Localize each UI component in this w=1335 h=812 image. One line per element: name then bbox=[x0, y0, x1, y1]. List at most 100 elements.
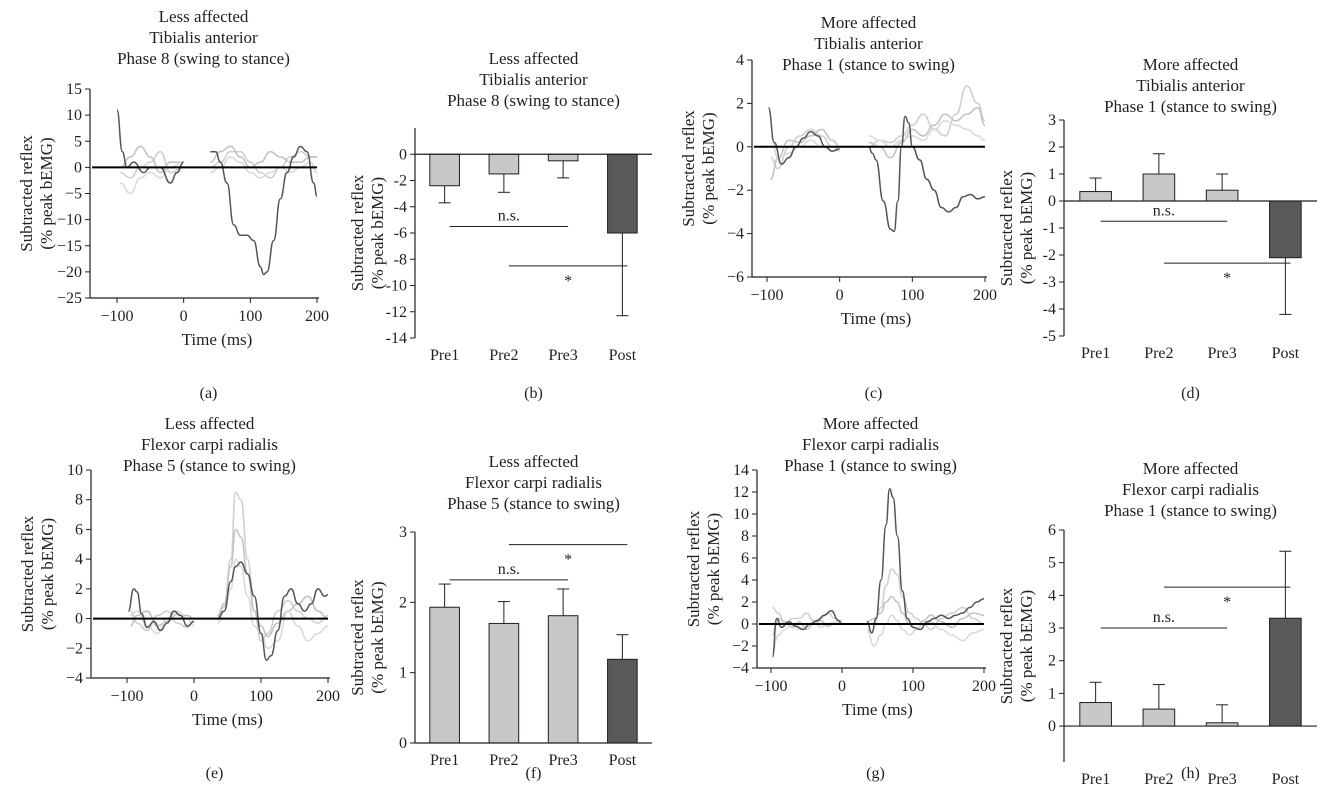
y-tick-label: -12 bbox=[386, 304, 407, 321]
x-tick-label: 100 bbox=[238, 308, 262, 325]
chart-title-line: Less affected bbox=[165, 414, 255, 433]
y-tick-label: 10 bbox=[733, 506, 749, 523]
x-tick-label: 0 bbox=[190, 688, 198, 705]
x-axis-label: Time (ms) bbox=[192, 710, 263, 729]
y-tick-label: 3 bbox=[1048, 620, 1056, 637]
bar-Pre2 bbox=[488, 622, 520, 744]
significance-label: n.s. bbox=[1153, 609, 1175, 626]
panel-caption: (b) bbox=[524, 385, 543, 402]
y-axis-label: Subtracted reflex bbox=[18, 515, 37, 632]
x-tick-label: Pre3 bbox=[1207, 345, 1236, 362]
y-tick-label: -4 bbox=[394, 199, 407, 216]
chart-title-line: Tibialis anterior bbox=[1136, 76, 1245, 95]
y-tick-label: 2 bbox=[1048, 653, 1056, 670]
y-tick-label: -3 bbox=[1043, 274, 1056, 291]
series-line-0 bbox=[217, 491, 329, 642]
chart-title-line: Tibialis anterior bbox=[479, 70, 588, 89]
panel-caption: (c) bbox=[865, 385, 883, 402]
bar-Post bbox=[1269, 617, 1302, 727]
series-line-0 bbox=[120, 150, 184, 179]
y-tick-label: 0 bbox=[75, 611, 83, 628]
chart-panel-b: Less affected Tibialis anterior Phase 8 (s… bbox=[348, 49, 652, 402]
y-axis-label: (% peak bEMG) bbox=[704, 513, 723, 625]
x-tick-label: Pre3 bbox=[548, 347, 577, 364]
y-tick-label: 10 bbox=[67, 462, 83, 479]
series-line-3 bbox=[866, 487, 985, 634]
y-tick-label: −4 bbox=[732, 660, 749, 677]
y-tick-label: −15 bbox=[57, 238, 82, 255]
y-tick-label: −4 bbox=[66, 670, 83, 687]
x-axis-label: Time (ms) bbox=[841, 309, 912, 328]
y-tick-label: 1 bbox=[399, 665, 407, 682]
y-tick-label: −5 bbox=[65, 186, 82, 203]
chart-title-line: Tibialis anterior bbox=[814, 34, 923, 53]
bar-Pre1 bbox=[429, 606, 460, 744]
x-tick-label: 0 bbox=[836, 287, 844, 304]
y-tick-label: 1 bbox=[1048, 685, 1056, 702]
y-tick-label: 4 bbox=[1048, 587, 1056, 604]
bar-Pre2 bbox=[1142, 173, 1176, 202]
y-tick-label: 3 bbox=[399, 524, 407, 541]
x-tick-label: 100 bbox=[901, 678, 925, 695]
y-tick-label: −2 bbox=[727, 182, 744, 199]
x-tick-label: 200 bbox=[973, 287, 997, 304]
series-line-3 bbox=[210, 145, 318, 276]
bar-Pre2 bbox=[488, 153, 520, 175]
chart-title-line: More affected bbox=[821, 13, 917, 32]
x-tick-label: −100 bbox=[110, 688, 143, 705]
x-tick-label: −100 bbox=[750, 287, 783, 304]
series-line-0 bbox=[130, 610, 195, 632]
y-tick-label: 6 bbox=[741, 550, 749, 567]
x-tick-label: Pre1 bbox=[1081, 345, 1110, 362]
series-line-1 bbox=[868, 106, 986, 159]
bar-Pre3 bbox=[547, 153, 579, 162]
bar-Post bbox=[607, 658, 638, 744]
y-tick-label: -4 bbox=[1043, 301, 1056, 318]
y-tick-label: 3 bbox=[1048, 112, 1056, 129]
panel-caption: (a) bbox=[200, 385, 218, 402]
x-tick-label: 200 bbox=[316, 688, 340, 705]
panel-caption: (g) bbox=[866, 765, 885, 782]
significance-label: * bbox=[564, 273, 572, 290]
x-axis-label: Time (ms) bbox=[842, 700, 913, 719]
y-tick-label: 0 bbox=[399, 146, 407, 163]
chart-panel-d: More affected Tibialis anterior Phase 1 (s… bbox=[997, 55, 1317, 402]
series-line-3 bbox=[767, 106, 840, 165]
y-tick-label: 2 bbox=[75, 581, 83, 598]
y-tick-label: 2 bbox=[1048, 139, 1056, 156]
series-line-1 bbox=[120, 145, 184, 174]
x-tick-label: Post bbox=[1272, 345, 1300, 362]
y-tick-label: 8 bbox=[75, 492, 83, 509]
bar-Post bbox=[607, 153, 638, 234]
bar-Post bbox=[1269, 200, 1302, 259]
y-axis-label: (% peak bEMG) bbox=[1017, 172, 1036, 284]
y-tick-label: 6 bbox=[1048, 522, 1056, 539]
x-tick-label: Pre2 bbox=[489, 752, 518, 769]
x-tick-label: Pre1 bbox=[430, 347, 459, 364]
y-tick-label: -10 bbox=[386, 278, 407, 295]
y-tick-label: 0 bbox=[1048, 193, 1056, 210]
bar-Pre1 bbox=[1079, 702, 1112, 727]
series-line-3 bbox=[127, 588, 195, 632]
x-tick-label: Pre2 bbox=[1144, 771, 1173, 788]
y-tick-label: 5 bbox=[74, 133, 82, 150]
y-tick-label: 1 bbox=[1048, 166, 1056, 183]
y-tick-label: -2 bbox=[1043, 247, 1056, 264]
y-tick-label: −6 bbox=[727, 269, 744, 286]
y-tick-label: 0 bbox=[74, 159, 82, 176]
x-tick-label: Pre3 bbox=[1207, 771, 1236, 788]
y-tick-label: 4 bbox=[75, 551, 83, 568]
y-tick-label: -1 bbox=[1043, 220, 1056, 237]
panel-caption: (f) bbox=[526, 765, 542, 782]
chart-title-line: Phase 1 (stance to swing) bbox=[1104, 501, 1277, 520]
chart-panel-c: More affected Tibialis anterior Phase 1 (s… bbox=[679, 13, 997, 402]
chart-title-line: Phase 5 (stance to swing) bbox=[123, 456, 296, 475]
x-tick-label: Pre1 bbox=[1081, 771, 1110, 788]
chart-title-line: Phase 8 (swing to stance) bbox=[117, 49, 290, 68]
series-line-3 bbox=[217, 561, 329, 661]
chart-title-line: More affected bbox=[823, 414, 919, 433]
y-tick-label: 15 bbox=[66, 81, 82, 98]
significance-label: * bbox=[1223, 594, 1231, 611]
y-tick-label: 4 bbox=[741, 572, 749, 589]
